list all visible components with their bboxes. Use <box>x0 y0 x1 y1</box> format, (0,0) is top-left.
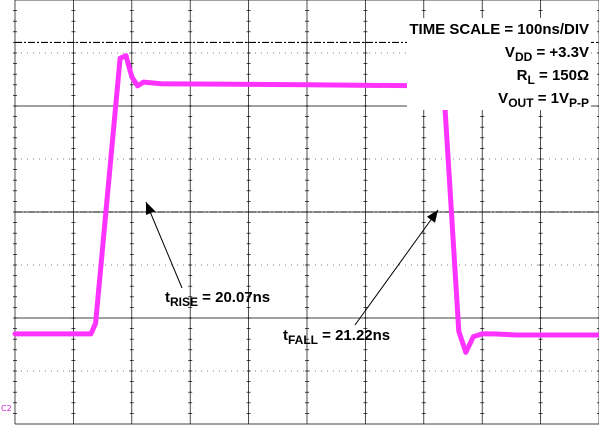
time-scale-label: TIME SCALE = 100ns/DIV <box>409 21 589 38</box>
rise-arrow-head <box>146 202 156 215</box>
vout-label: VOUT = 1VP-P <box>498 90 589 110</box>
rise-arrow-line <box>145 201 183 289</box>
channel-marker: C2 <box>1 404 12 413</box>
vdd-label: VDD = +3.3V <box>504 44 589 64</box>
output-waveform-trace <box>12 53 599 355</box>
rise-time-annotation: tRISE = 20.07ns <box>165 289 271 309</box>
fall-arrow-head <box>426 210 438 223</box>
fall-arrow-line <box>354 209 439 326</box>
scope-settings-box: TIME SCALE = 100ns/DIV VDD = +3.3V RL = … <box>407 18 591 110</box>
annotation-arrows <box>145 201 439 326</box>
rl-label: RL = 150Ω <box>516 67 589 87</box>
fall-time-annotation: tFALL = 21.22ns <box>283 327 391 347</box>
